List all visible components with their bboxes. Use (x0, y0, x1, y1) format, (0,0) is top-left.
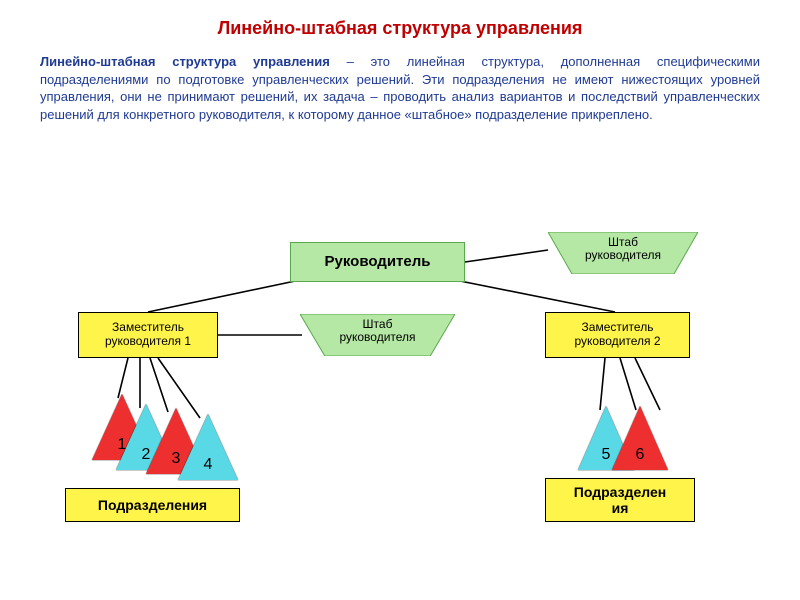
org-diagram: Руководитель Штабруководителя Заместительр… (0, 210, 800, 590)
node-deputy2: Заместительруководителя 2 (545, 312, 690, 358)
node-subdiv_right: Подразделения (545, 478, 695, 522)
node-label-staff_top: Штабруководителя (548, 232, 698, 262)
node-staff_mid: Штабруководителя (300, 314, 455, 356)
node-label-staff_mid: Штабруководителя (300, 314, 455, 344)
triangle-label-6: 6 (632, 446, 648, 464)
node-staff_top: Штабруководителя (548, 232, 698, 274)
node-leader: Руководитель (290, 242, 465, 282)
intro-lead: Линейно-штабная структура управления (40, 54, 330, 69)
triangle-label-4: 4 (200, 456, 216, 474)
node-deputy1: Заместительруководителя 1 (78, 312, 218, 358)
node-subdiv_left: Подразделения (65, 488, 240, 522)
intro-paragraph: Линейно-штабная структура управления – э… (0, 39, 800, 123)
page-title: Линейно-штабная структура управления (0, 0, 800, 39)
